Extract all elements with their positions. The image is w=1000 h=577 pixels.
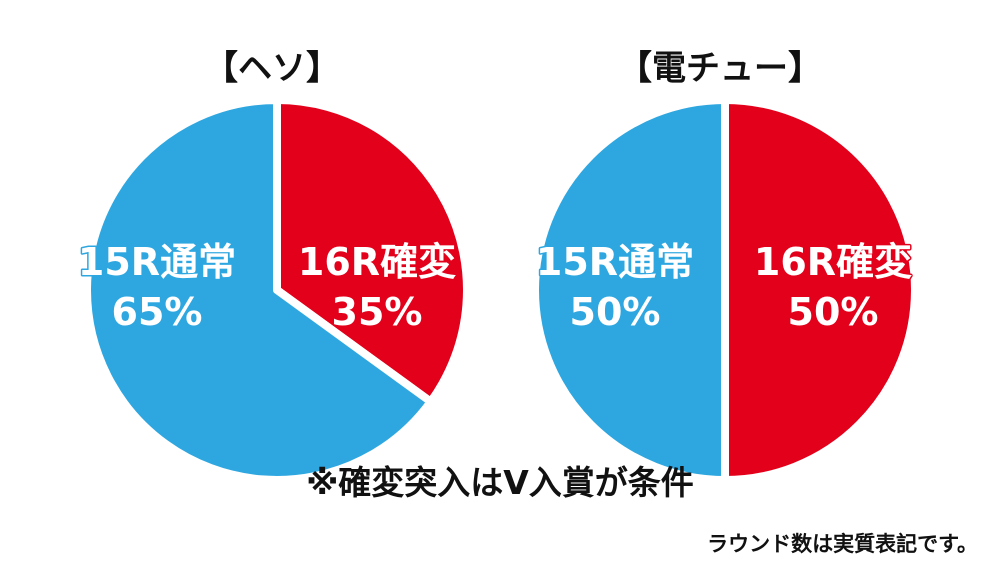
slice-name: 16R確変 [298,240,456,284]
pie-chart-2: 【電チュー】 16R確変 50% 15R通常 50% [531,49,919,484]
slice-percent: 50% [788,290,879,334]
slice-percent: 50% [570,290,661,334]
slice-label: 15R通常 50% [536,240,694,334]
round-note: ラウンド数は実質表記です。 [707,532,978,556]
pie-slice-kakuhen [273,96,471,406]
pie-slice-tsujo [83,96,435,484]
chart-title: 【ヘソ】 [204,49,340,89]
slice-name: 15R通常 [536,240,694,284]
slice-percent: 35% [332,290,423,334]
slice-label: 16R確変 50% [754,240,912,334]
slice-name: 16R確変 [754,240,912,284]
slice-name: 15R通常 [78,240,236,284]
pie-slice-kakuhen [721,96,919,484]
pie-chart-1: 【ヘソ】 16R確変 35% 15R通常 65% [76,49,471,484]
slice-label: 16R確変 35% [298,240,456,334]
slice-percent: 65% [112,290,203,334]
slice-label: 15R通常 65% [78,240,236,334]
footnote: ※確変突入はV入賞が条件 [306,463,694,502]
chart-title: 【電チュー】 [618,49,822,89]
pie-slice-tsujo [531,96,729,484]
